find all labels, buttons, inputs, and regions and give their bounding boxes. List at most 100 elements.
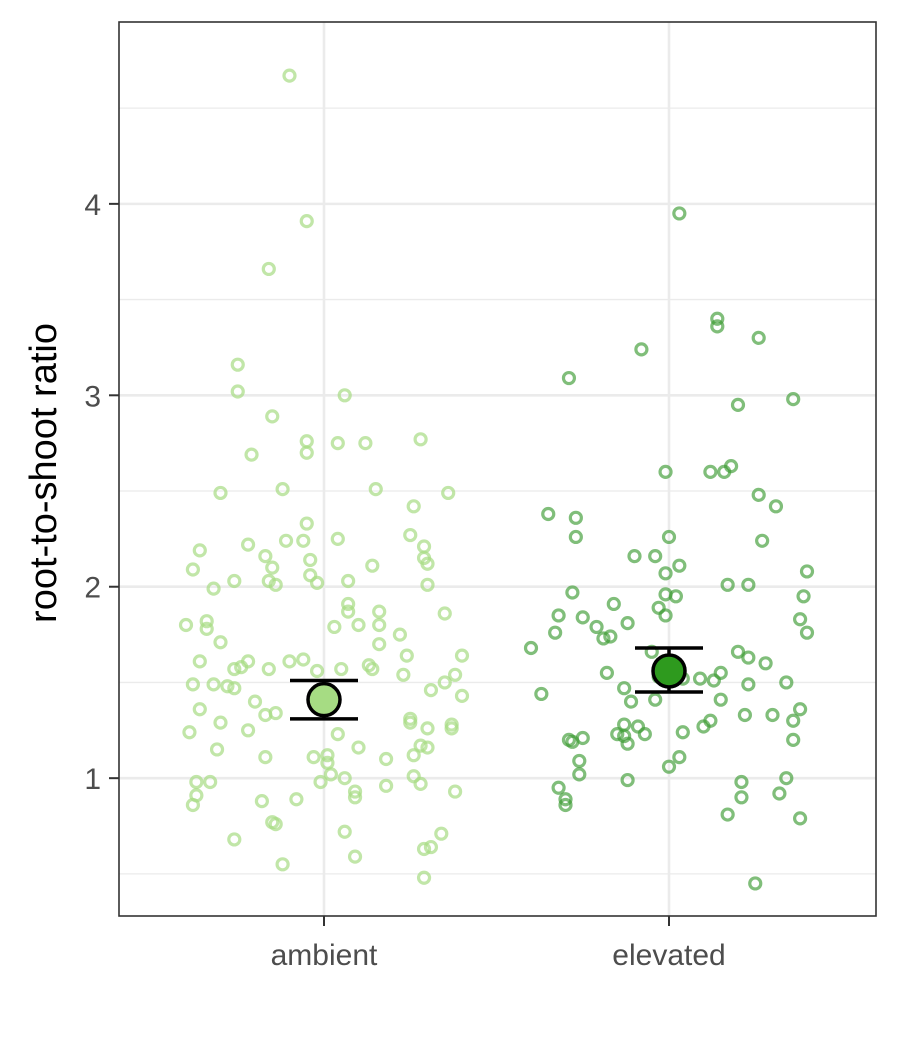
data-point-elevated <box>720 577 735 592</box>
data-point-ambient <box>220 679 235 694</box>
data-point-ambient <box>230 357 245 372</box>
data-point-ambient <box>296 652 311 667</box>
data-point-elevated <box>672 558 687 573</box>
data-point-elevated <box>575 610 590 625</box>
x-axis: ambient elevated <box>271 916 726 972</box>
data-point-ambient <box>310 663 325 679</box>
data-point-ambient <box>365 661 380 677</box>
data-point-elevated <box>730 644 746 659</box>
data-point-ambient <box>213 485 228 501</box>
data-point-ambient <box>258 549 273 564</box>
data-point-ambient <box>379 751 394 767</box>
data-point-ambient <box>351 617 366 633</box>
data-point-elevated <box>637 727 652 742</box>
data-point-elevated <box>599 665 615 680</box>
data-point-elevated <box>786 732 801 747</box>
data-point-elevated <box>596 631 611 646</box>
data-point-elevated <box>617 728 632 744</box>
data-point-ambient <box>396 667 411 682</box>
data-point-ambient <box>334 661 349 677</box>
data-point-ambient <box>227 832 242 847</box>
data-point-ambient <box>192 543 207 558</box>
data-point-elevated <box>713 692 728 707</box>
data-point-ambient <box>365 558 380 573</box>
data-point-ambient <box>327 619 342 635</box>
data-point-ambient <box>454 648 470 663</box>
data-point-elevated <box>710 319 725 334</box>
data-point-ambient <box>299 434 314 449</box>
summary-markers <box>290 646 703 721</box>
data-point-elevated <box>565 585 580 600</box>
data-point-ambient <box>416 870 432 885</box>
grid-minor <box>119 107 876 875</box>
data-point-elevated <box>768 499 784 514</box>
data-point-ambient <box>192 654 207 669</box>
data-point-ambient <box>372 637 387 652</box>
data-point-elevated <box>741 677 756 692</box>
data-point-ambient <box>341 604 356 619</box>
data-point-ambient <box>178 617 194 633</box>
data-point-elevated <box>737 707 753 723</box>
data-point-ambient <box>347 784 363 799</box>
data-point-ambient <box>416 841 432 857</box>
data-point-elevated <box>672 206 687 221</box>
data-point-elevated <box>706 673 721 688</box>
data-point-elevated <box>627 549 642 564</box>
data-point-ambient <box>347 849 363 864</box>
data-point-ambient <box>206 677 221 692</box>
data-point-ambient <box>437 675 452 690</box>
data-point-ambient <box>254 794 269 809</box>
y-tick-label: 1 <box>84 763 101 796</box>
data-point-ambient <box>403 715 418 730</box>
data-point-ambient <box>392 627 407 642</box>
data-point-elevated <box>617 681 632 696</box>
data-point-ambient <box>261 261 276 277</box>
data-point-elevated <box>558 797 573 813</box>
data-point-ambient <box>244 447 259 462</box>
data-point-elevated <box>617 717 632 732</box>
data-point-elevated <box>568 529 583 545</box>
y-tick-label: 4 <box>84 189 101 222</box>
grid-major <box>119 22 876 916</box>
data-point-elevated <box>692 671 708 686</box>
data-point-elevated <box>734 790 749 805</box>
y-tick-label: 3 <box>84 380 101 413</box>
data-point-ambient <box>358 436 373 451</box>
data-point-elevated <box>603 629 618 644</box>
data-point-ambient <box>420 721 435 736</box>
data-point-elevated <box>620 772 635 788</box>
data-point-ambient <box>454 688 470 703</box>
mean-marker-elevated <box>651 653 687 689</box>
data-point-elevated <box>772 786 787 801</box>
y-axis-title: root-to-shoot ratio <box>23 323 65 623</box>
data-point-ambient <box>206 581 221 596</box>
data-point-ambient <box>268 577 283 592</box>
data-point-elevated <box>741 577 756 592</box>
data-point-elevated <box>741 650 756 665</box>
data-point-elevated <box>623 694 639 709</box>
data-point-elevated <box>710 311 725 326</box>
data-point-ambient <box>437 606 452 621</box>
data-point-elevated <box>748 876 763 891</box>
data-point-ambient <box>296 533 311 548</box>
data-point-ambient <box>444 717 459 732</box>
data-point-ambient <box>213 715 228 730</box>
data-point-ambient <box>423 683 439 698</box>
data-point-ambient <box>406 769 421 784</box>
data-point-elevated <box>751 330 766 345</box>
data-point-elevated <box>572 753 587 769</box>
data-point-elevated <box>589 619 604 635</box>
data-point-ambient <box>213 635 228 650</box>
data-point-elevated <box>758 656 773 671</box>
data-point-elevated <box>523 640 539 656</box>
data-point-elevated <box>648 692 663 707</box>
data-point-ambient <box>306 750 321 765</box>
data-point-ambient <box>347 790 363 805</box>
data-point-elevated <box>734 774 749 790</box>
data-point-elevated <box>620 736 635 751</box>
data-point-elevated <box>551 780 566 795</box>
data-point-ambient <box>282 68 297 83</box>
data-point-ambient <box>268 817 283 832</box>
data-point-elevated <box>720 807 735 822</box>
